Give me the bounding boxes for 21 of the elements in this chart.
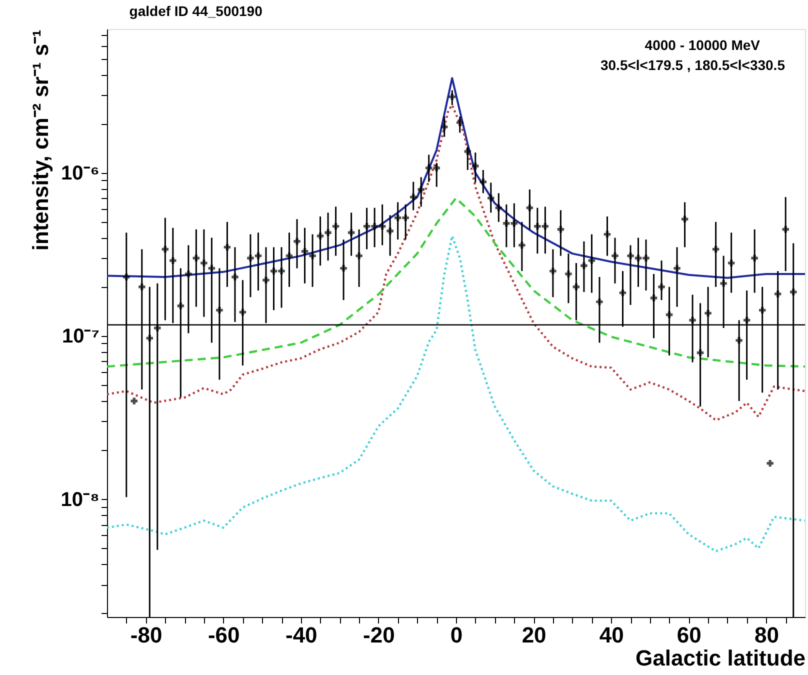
line-series: [107, 104, 805, 422]
x-tick-label: -60: [208, 622, 240, 648]
x-tick-label: -40: [285, 622, 318, 648]
y-tick-label: 10⁻⁸: [60, 488, 100, 511]
x-tick-label: 80: [754, 622, 779, 648]
x-tick-label: 20: [522, 622, 546, 648]
y-tick-label: 10⁻⁷: [62, 326, 100, 348]
x-tick-label: 0: [450, 622, 463, 648]
line-series: [107, 234, 805, 552]
x-tick-label: -20: [363, 622, 395, 648]
line-series: [107, 77, 805, 279]
x-tick-label: 60: [676, 622, 702, 648]
x-tick-label: -80: [130, 622, 162, 648]
annotation: 4000 - 10000 MeV: [644, 37, 761, 53]
annotation: 30.5<l<179.5 , 180.5<l<330.5: [600, 57, 786, 73]
x-tick-label: 40: [599, 622, 624, 648]
chart-title: galdef ID 44_500190: [129, 2, 263, 19]
y-tick-label: 10⁻⁶: [61, 162, 100, 184]
line-series: [107, 196, 805, 368]
x-axis-title: Galactic latitude: [636, 646, 806, 670]
y-axis-title: intensity, cm⁻² sr⁻¹ s⁻¹: [28, 30, 53, 251]
